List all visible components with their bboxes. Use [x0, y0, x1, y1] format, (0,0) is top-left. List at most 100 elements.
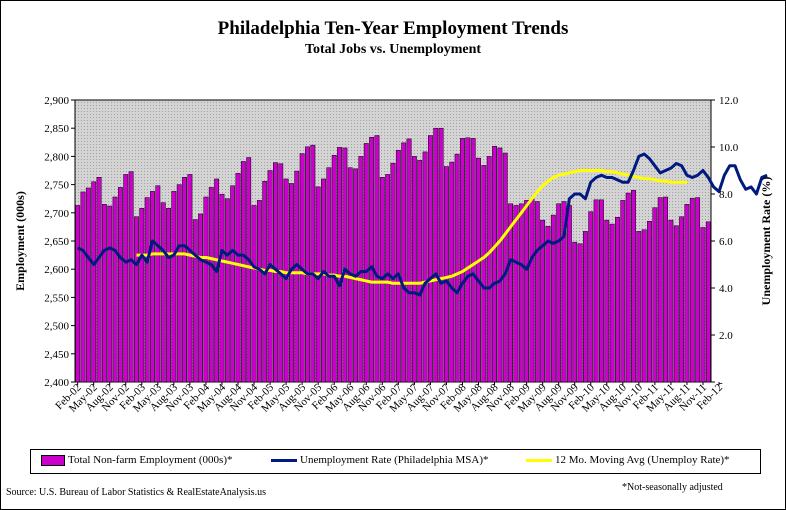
bar: [652, 207, 658, 383]
y-tick-label: 2,500: [44, 321, 69, 333]
bar: [219, 193, 225, 383]
y2-tick-label: 10.0: [719, 142, 739, 154]
bar: [529, 199, 535, 383]
y2-tick-label: 8.0: [719, 189, 733, 201]
bar: [668, 219, 674, 383]
bar: [395, 149, 401, 383]
legend-label-employment: Total Non-farm Employment (000s)*: [68, 454, 233, 466]
bar-series: [75, 127, 711, 383]
y-tick-label: 2,750: [44, 180, 69, 192]
y2-tick-label: 6.0: [719, 236, 733, 248]
bar: [631, 189, 636, 383]
bar: [369, 136, 375, 383]
line-series: [77, 152, 768, 297]
legend-label-moving-avg: 12 Mo. Moving Avg (Unemploy Rate)*: [555, 454, 730, 466]
bar: [524, 200, 530, 383]
bar: [679, 216, 685, 383]
bar: [518, 203, 524, 383]
bar: [689, 197, 695, 383]
bar: [75, 205, 81, 383]
bar: [497, 147, 503, 383]
bar: [203, 196, 209, 383]
bar: [214, 178, 220, 383]
bar: [663, 196, 668, 383]
chart-svg: 2,400 2,450 2,500 2,550 2,600 2,650 2,700 2,750…: [13, 95, 773, 415]
bar: [454, 153, 460, 383]
bar: [182, 177, 187, 383]
bar: [289, 183, 294, 383]
y2-tick-label: -: [719, 377, 723, 389]
bar: [294, 170, 300, 383]
legend-item-employment: Total Non-farm Employment (000s)*: [41, 454, 233, 466]
bar: [534, 201, 540, 383]
bar: [556, 203, 562, 383]
bar: [107, 205, 113, 383]
bar: [337, 147, 342, 383]
bar: [160, 202, 166, 383]
bar: [566, 205, 572, 383]
bar: [411, 156, 417, 383]
bar: [444, 166, 449, 383]
y-tick-label: 2,450: [44, 349, 69, 361]
bar: [470, 138, 476, 383]
bar: [155, 185, 161, 383]
bar: [256, 200, 262, 383]
bar: [695, 197, 701, 383]
bar: [460, 138, 465, 383]
y-tick-label: 2,800: [44, 151, 69, 163]
bar: [609, 223, 615, 383]
bar: [134, 216, 139, 383]
legend-swatch-employment: [41, 454, 65, 466]
bar: [673, 225, 679, 383]
bar: [588, 211, 594, 383]
bar: [545, 226, 551, 383]
bar: [390, 162, 396, 383]
bar: [700, 227, 706, 383]
bar: [561, 201, 567, 383]
bar: [406, 138, 412, 383]
bar: [636, 231, 642, 383]
bar: [198, 213, 204, 383]
bar: [481, 165, 487, 383]
y-tick-label: 2,650: [44, 236, 69, 248]
bar: [476, 157, 481, 383]
bar: [358, 156, 364, 383]
source-note: Source: U.S. Bureau of Labor Statistics …: [6, 487, 266, 498]
legend-item-moving-avg: 12 Mo. Moving Avg (Unemploy Rate)*: [526, 454, 730, 466]
bar: [427, 135, 433, 383]
bar: [251, 205, 257, 383]
bar: [123, 174, 129, 383]
bar: [321, 178, 326, 383]
bar: [166, 208, 171, 383]
bar: [593, 199, 599, 383]
bar: [401, 142, 407, 383]
bar: [577, 243, 583, 383]
bar: [235, 173, 241, 383]
bar: [374, 135, 380, 383]
bar: [647, 221, 652, 383]
bar: [310, 144, 316, 383]
bar: [465, 137, 471, 383]
bar: [449, 161, 455, 383]
bar: [625, 192, 631, 383]
legend-swatch-moving-avg: [526, 458, 552, 462]
bar: [331, 155, 337, 383]
bar: [96, 177, 102, 383]
bar: [176, 184, 182, 383]
bar: [101, 204, 107, 383]
bar: [363, 143, 369, 383]
legend-item-unemployment: Unemployment Rate (Philadelphia MSA)*: [271, 454, 489, 466]
bar: [342, 147, 348, 383]
bar: [433, 127, 439, 383]
bar: [550, 214, 556, 383]
legend-label-unemployment: Unemployment Rate (Philadelphia MSA)*: [300, 454, 489, 466]
bar: [315, 186, 321, 383]
bar: [187, 174, 193, 383]
bar: [118, 187, 123, 383]
y-tick-label: 2,550: [44, 292, 69, 304]
bar: [150, 191, 155, 383]
y-tick-label: 2,900: [44, 95, 69, 107]
bar: [620, 200, 626, 383]
bar: [262, 180, 268, 383]
bar: [171, 191, 177, 383]
